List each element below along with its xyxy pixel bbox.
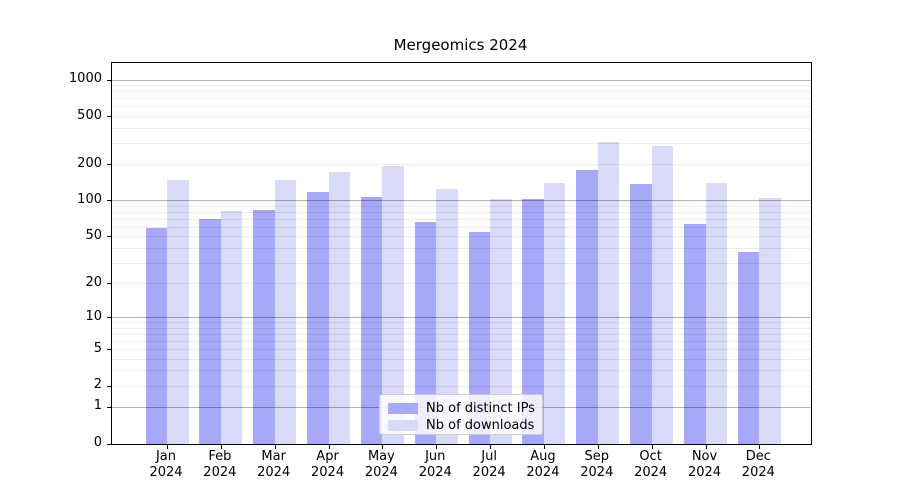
bar-downloads-aug: [543, 183, 566, 444]
y-tick-50: [107, 236, 111, 238]
minor-gridline-300: [112, 142, 811, 144]
y-label-1000: 1000: [68, 71, 102, 87]
minor-gridline-600: [112, 106, 811, 108]
bar-downloads-mar: [274, 180, 297, 444]
bar-ips-jul: [468, 231, 491, 444]
bar-ips-sep: [576, 170, 598, 444]
minor-gridline-700: [112, 98, 811, 100]
y-tick-100: [107, 200, 111, 202]
y-label-100: 100: [77, 191, 102, 207]
bar-ips-aug: [522, 198, 544, 444]
bar-ips-oct: [630, 184, 652, 444]
x-tick-feb: [220, 445, 222, 449]
bar-downloads-sep: [597, 141, 620, 444]
legend-label-distinct-ips: Nb of distinct IPs: [426, 400, 535, 416]
y-tick-2: [107, 385, 111, 387]
x-label-jun: Jun 2024: [418, 449, 452, 480]
y-label-0: 0: [93, 435, 102, 450]
y-label-1: 1: [93, 398, 102, 414]
x-tick-jan: [167, 445, 168, 449]
y-tick-20: [107, 283, 111, 285]
y-label-20: 20: [85, 274, 102, 290]
y-label-5: 5: [93, 340, 102, 356]
x-label-mar: Mar 2024: [257, 449, 291, 480]
minor-gridline-900: [112, 85, 811, 87]
y-label-2: 2: [93, 377, 102, 393]
y-label-50: 50: [85, 227, 102, 243]
minor-gridline-400: [112, 127, 811, 129]
x-label-sep: Sep 2024: [580, 449, 614, 480]
bar-downloads-jun: [436, 188, 458, 444]
y-label-200: 200: [77, 155, 102, 171]
legend-swatch-distinct-ips: [388, 402, 418, 414]
chart-title: Mergeomics 2024: [393, 36, 528, 54]
bar-downloads-dec: [759, 197, 781, 444]
x-label-dec: Dec 2024: [741, 449, 775, 480]
minor-gridline-500: [112, 116, 811, 118]
bar-ips-jan: [145, 228, 167, 444]
y-tick-10: [107, 317, 111, 319]
legend-entry-downloads: Nb of downloads: [388, 417, 534, 433]
legend: Nb of distinct IPs Nb of downloads: [379, 394, 543, 435]
x-tick-nov: [705, 445, 707, 449]
legend-label-downloads: Nb of downloads: [426, 417, 535, 433]
x-tick-aug: [543, 445, 545, 449]
bar-downloads-jan: [167, 180, 189, 444]
x-label-jan: Jan 2024: [149, 449, 183, 480]
x-label-aug: Aug 2024: [526, 449, 560, 480]
x-label-oct: Oct 2024: [634, 449, 668, 480]
y-tick-5: [107, 349, 111, 351]
x-tick-may: [382, 445, 384, 449]
minor-gridline-800: [112, 91, 811, 93]
bar-downloads-may: [382, 165, 404, 444]
y-label-500: 500: [77, 107, 102, 123]
y-tick-200: [107, 164, 111, 166]
x-tick-oct: [651, 445, 653, 449]
x-label-jul: Jul 2024: [472, 449, 506, 480]
bar-ips-feb: [199, 218, 221, 444]
y-label-10: 10: [85, 308, 102, 324]
bar-ips-dec: [737, 252, 760, 444]
bar-downloads-jul: [490, 199, 512, 444]
y-tick-1000: [107, 79, 111, 81]
x-tick-jul: [490, 445, 492, 449]
x-label-apr: Apr 2024: [311, 449, 345, 480]
x-tick-apr: [328, 445, 330, 449]
y-tick-500: [107, 116, 111, 118]
x-tick-dec: [759, 445, 761, 449]
bar-downloads-nov: [705, 182, 727, 444]
x-tick-mar: [274, 445, 276, 449]
x-label-nov: Nov 2024: [687, 449, 722, 480]
y-tick-1: [107, 406, 111, 408]
bar-downloads-oct: [651, 146, 674, 444]
legend-swatch-downloads: [388, 419, 418, 431]
x-tick-jun: [436, 445, 438, 449]
major-gridline-1000: [112, 79, 811, 81]
bar-ips-nov: [684, 224, 706, 444]
x-label-feb: Feb 2024: [203, 449, 237, 480]
x-tick-sep: [597, 445, 599, 449]
y-tick-0: [107, 443, 111, 445]
bar-downloads-apr: [328, 171, 351, 444]
bar-ips-may: [360, 197, 383, 444]
bar-downloads-feb: [220, 211, 243, 444]
bar-ips-apr: [307, 192, 329, 444]
legend-entry-distinct-ips: Nb of distinct IPs: [388, 400, 535, 416]
minor-gridline-200: [112, 164, 811, 166]
plot-area: Nb of distinct IPs Nb of downloads: [107, 62, 812, 449]
x-label-may: May 2024: [364, 449, 398, 480]
bar-ips-mar: [253, 209, 275, 444]
bar-ips-jun: [414, 221, 437, 444]
